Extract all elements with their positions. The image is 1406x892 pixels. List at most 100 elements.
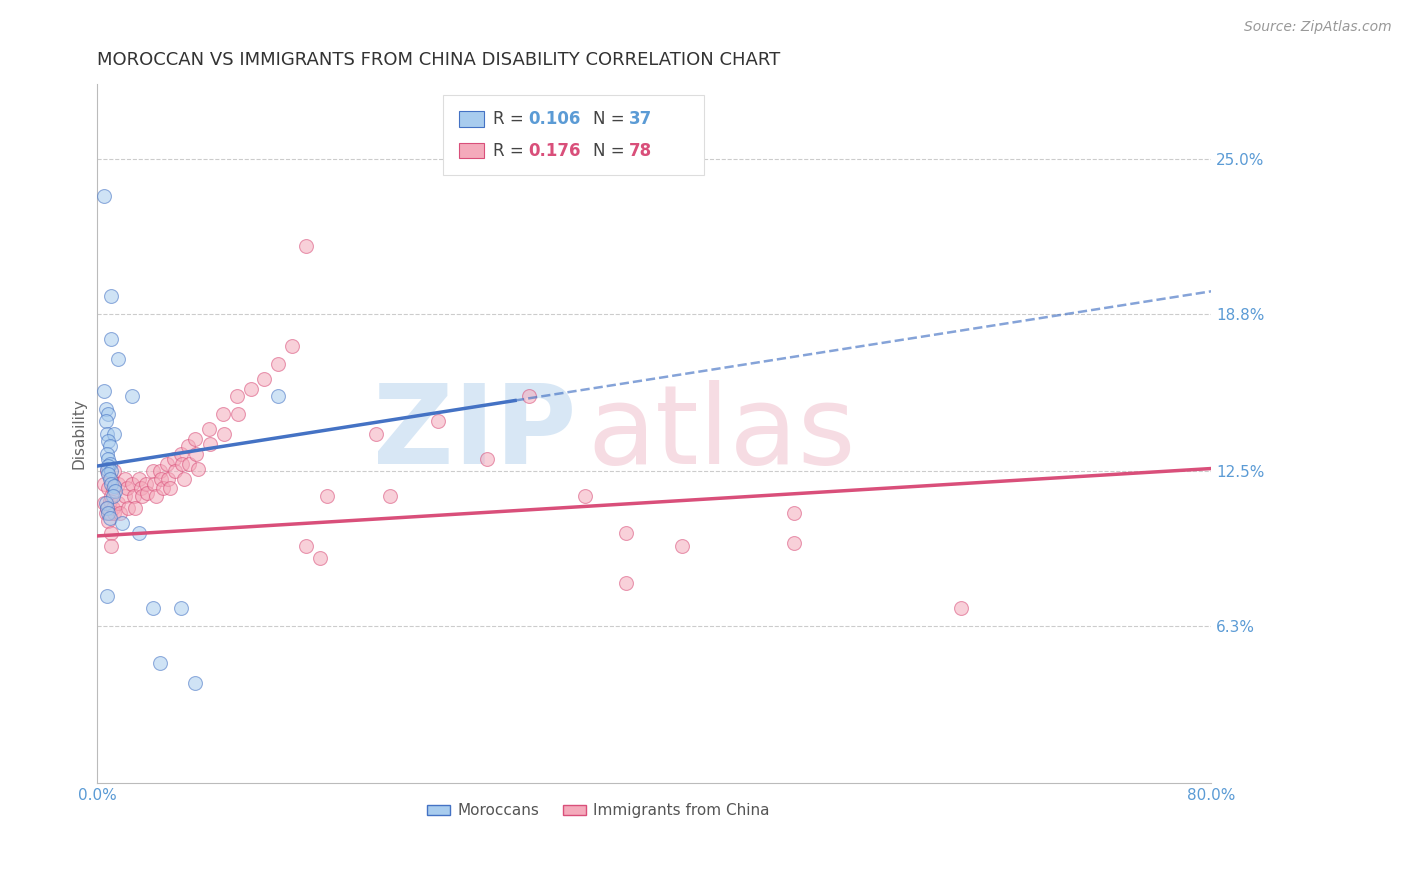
Point <box>172 457 194 471</box>
Text: 37: 37 <box>628 110 652 128</box>
Point <box>128 471 150 485</box>
Point <box>100 476 122 491</box>
Point <box>173 471 195 485</box>
Point <box>114 471 136 485</box>
Point <box>101 489 124 503</box>
Point <box>100 526 122 541</box>
Point <box>211 407 233 421</box>
Point <box>309 551 332 566</box>
Text: N =: N = <box>593 142 630 160</box>
Point <box>149 464 172 478</box>
Point <box>135 476 157 491</box>
Point <box>98 439 121 453</box>
Point <box>197 421 219 435</box>
Text: Source: ZipAtlas.com: Source: ZipAtlas.com <box>1244 20 1392 34</box>
Point <box>225 389 247 403</box>
Text: ZIP: ZIP <box>373 380 576 487</box>
Point <box>782 536 804 550</box>
Point <box>121 389 143 403</box>
Point <box>108 507 131 521</box>
Point <box>239 382 262 396</box>
Text: R =: R = <box>492 142 529 160</box>
Point <box>96 464 118 478</box>
Text: 0.106: 0.106 <box>529 110 581 128</box>
Point <box>97 514 120 528</box>
Point <box>94 496 117 510</box>
Point <box>177 439 200 453</box>
Point <box>107 351 129 366</box>
Text: N =: N = <box>593 110 630 128</box>
Point <box>107 496 129 510</box>
Point <box>616 576 638 591</box>
Text: 0.176: 0.176 <box>529 142 581 160</box>
Point <box>94 507 117 521</box>
Point <box>100 464 122 478</box>
Point <box>97 434 120 448</box>
Point <box>170 601 193 615</box>
Point <box>103 479 125 493</box>
Legend: Moroccans, Immigrants from China: Moroccans, Immigrants from China <box>422 797 776 824</box>
Point <box>103 426 125 441</box>
Point <box>97 482 120 496</box>
Point <box>616 526 638 541</box>
Point <box>267 389 290 403</box>
Point <box>97 467 120 481</box>
Point <box>96 426 118 441</box>
Bar <box>460 112 484 127</box>
Point <box>295 239 318 253</box>
Point <box>98 457 121 471</box>
Point <box>187 461 209 475</box>
Bar <box>460 143 484 158</box>
Point <box>100 489 122 503</box>
Point <box>316 489 339 503</box>
Point <box>128 526 150 541</box>
Point <box>364 426 387 441</box>
Point <box>129 482 152 496</box>
Point <box>96 501 118 516</box>
Point <box>157 471 180 485</box>
Point <box>671 539 693 553</box>
Point <box>226 407 249 421</box>
Point <box>143 476 166 491</box>
Point <box>97 458 120 473</box>
Point <box>97 451 120 466</box>
Point <box>94 401 117 416</box>
Point <box>96 589 118 603</box>
Text: R =: R = <box>492 110 529 128</box>
Point <box>149 657 172 671</box>
Point <box>136 486 159 500</box>
Point <box>101 482 124 496</box>
Point <box>93 476 115 491</box>
Point <box>122 489 145 503</box>
Point <box>103 464 125 478</box>
Point <box>104 483 127 498</box>
FancyBboxPatch shape <box>443 95 704 175</box>
Point <box>114 489 136 503</box>
Point <box>253 372 276 386</box>
Point <box>93 189 115 203</box>
Point <box>98 511 121 525</box>
Text: MOROCCAN VS IMMIGRANTS FROM CHINA DISABILITY CORRELATION CHART: MOROCCAN VS IMMIGRANTS FROM CHINA DISABI… <box>97 51 780 69</box>
Point <box>101 501 124 516</box>
Point <box>98 507 121 521</box>
Point <box>117 501 139 516</box>
Point <box>212 426 235 441</box>
Point <box>198 436 221 450</box>
Point <box>782 507 804 521</box>
Point <box>574 489 596 503</box>
Point <box>179 457 201 471</box>
Point <box>107 476 129 491</box>
Point <box>150 471 173 485</box>
Point <box>267 357 290 371</box>
Point <box>427 414 450 428</box>
Point <box>145 489 167 503</box>
Point <box>131 489 153 503</box>
Point <box>517 389 540 403</box>
Point <box>186 446 208 460</box>
Point <box>152 482 174 496</box>
Point <box>111 516 134 531</box>
Point <box>93 384 115 399</box>
Point <box>96 446 118 460</box>
Point <box>378 489 401 503</box>
Point <box>115 482 138 496</box>
